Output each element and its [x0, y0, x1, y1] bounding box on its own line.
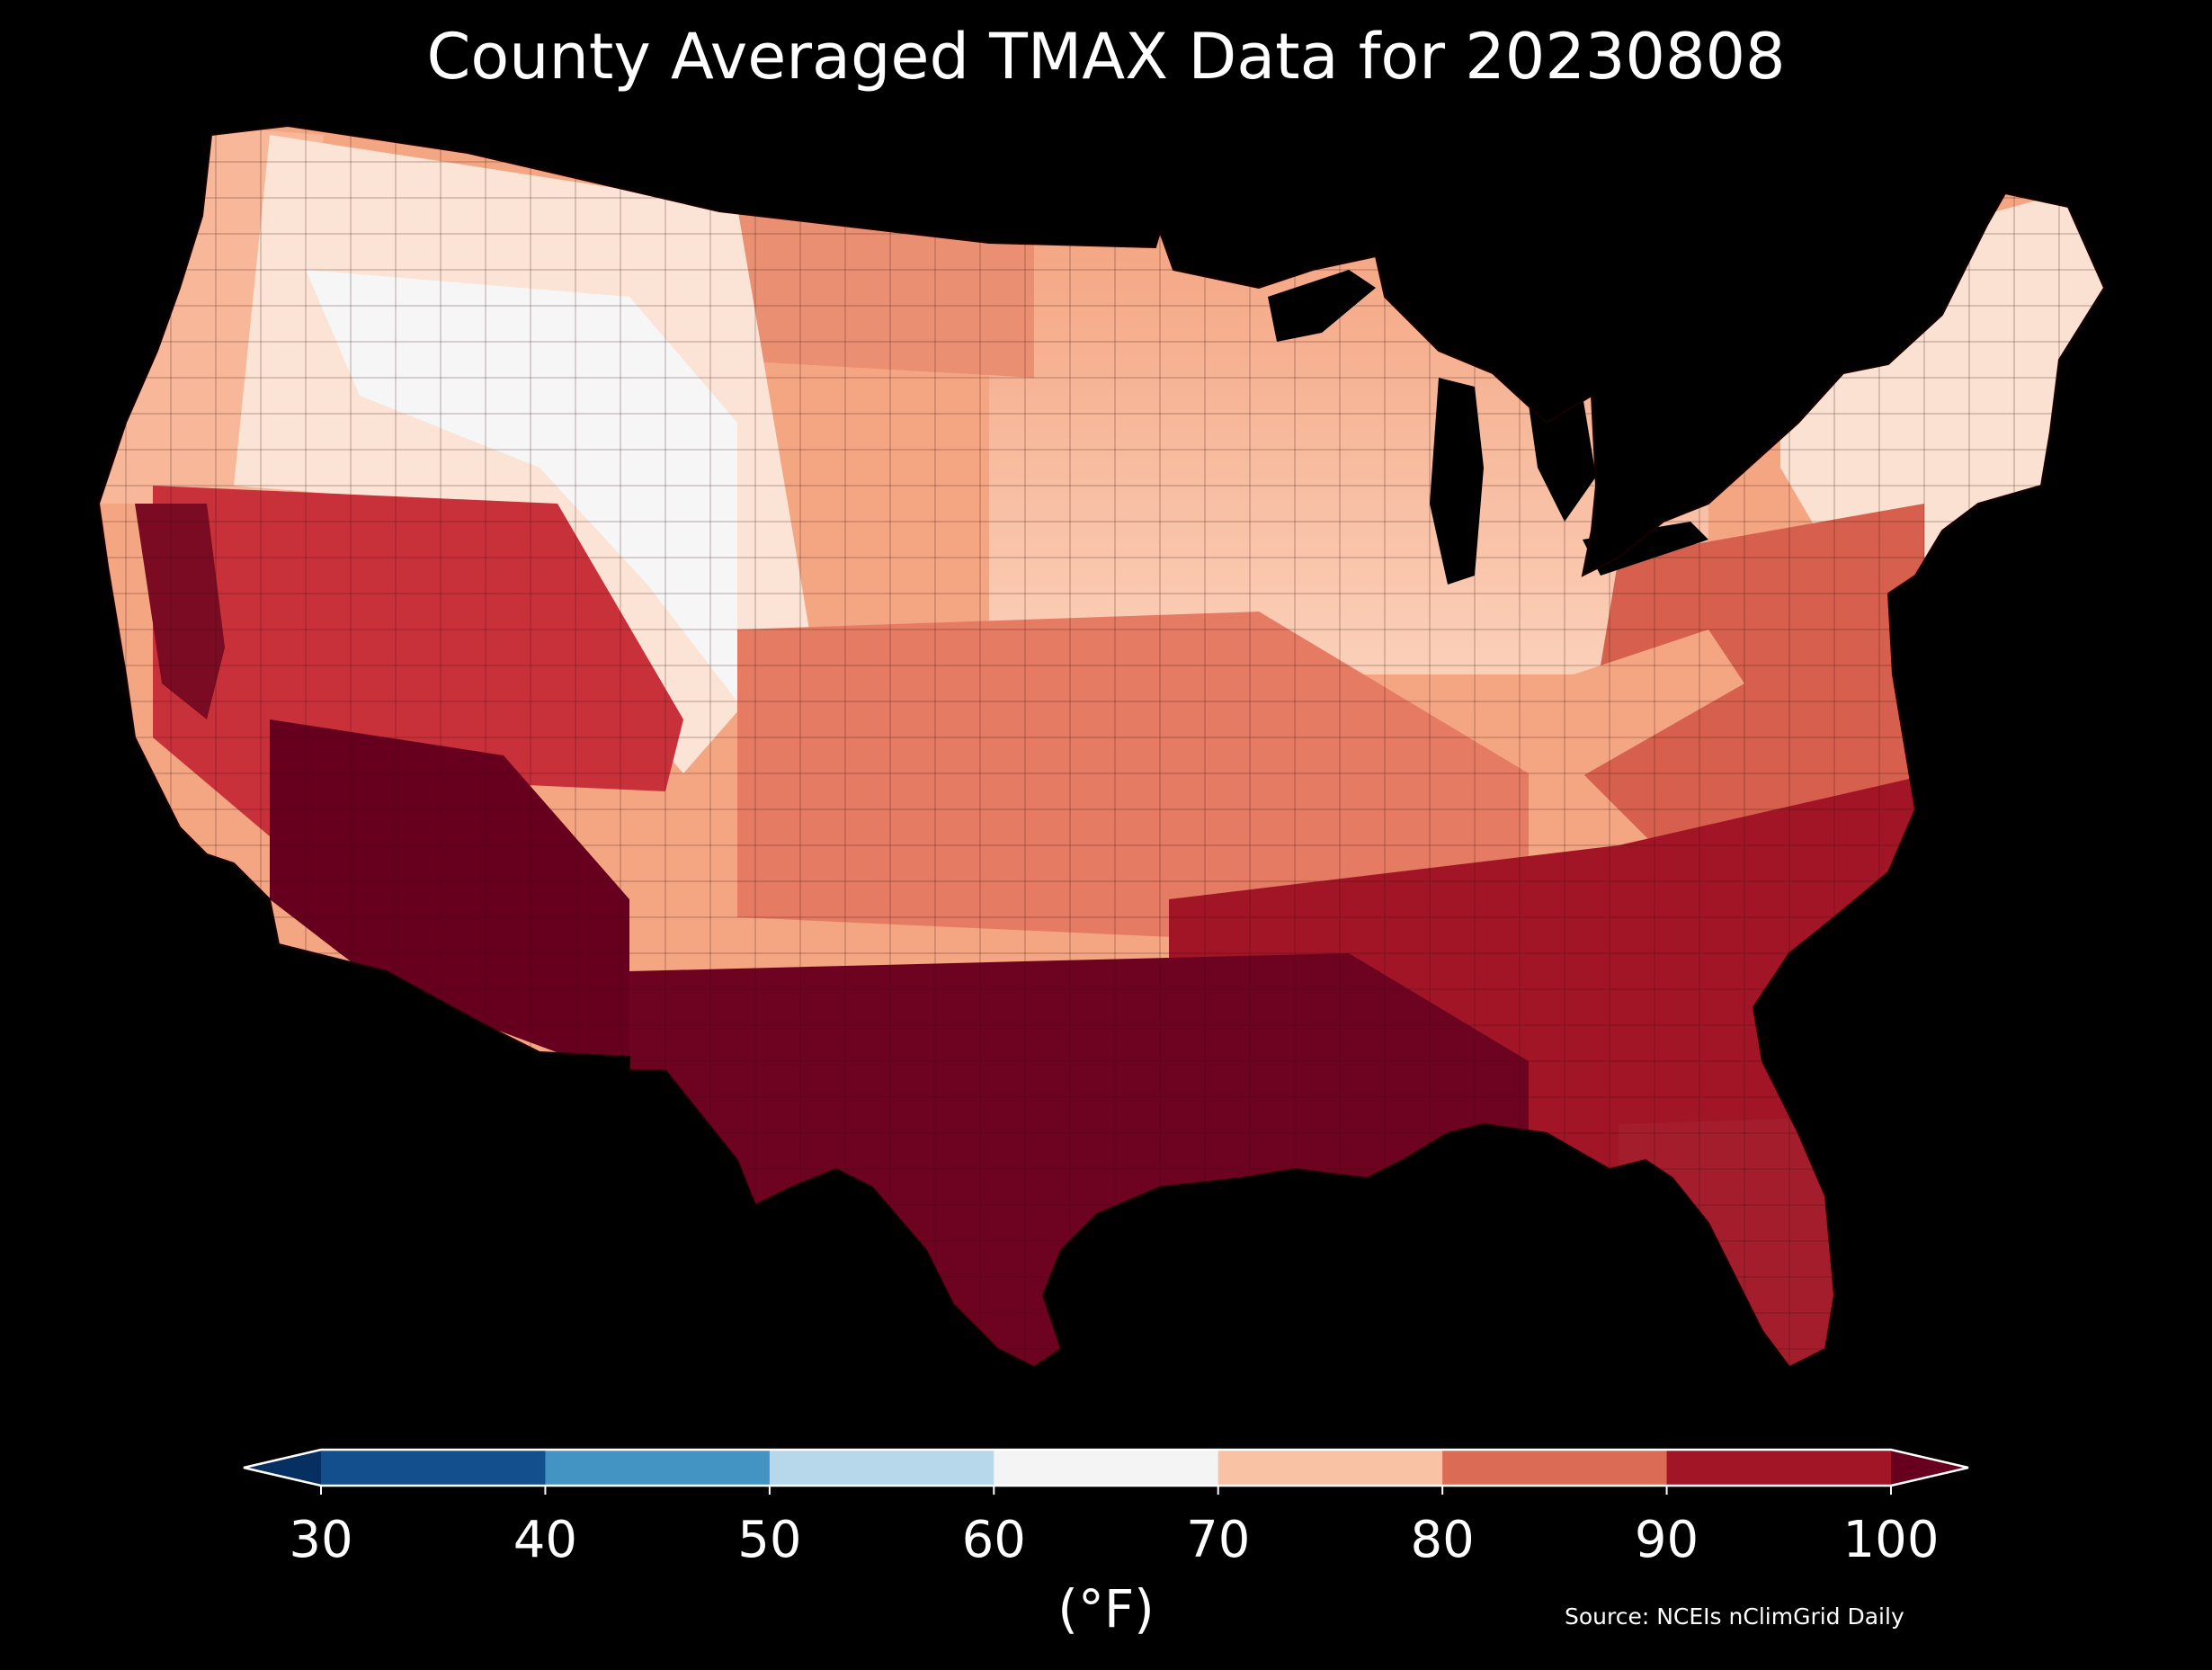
region-northern-plains	[701, 207, 1034, 378]
colorbar-tick-label: 100	[1842, 1511, 1940, 1569]
lake-superior	[1268, 270, 1376, 342]
colorbar-tick-label: 30	[289, 1511, 353, 1569]
colorbar-tick-label: 80	[1410, 1511, 1475, 1569]
colorbar-tick-label: 70	[1186, 1511, 1251, 1569]
lake-huron	[1529, 396, 1596, 522]
region-southern-plains	[629, 953, 1529, 1367]
colorbar-tick-label: 40	[513, 1511, 578, 1569]
region-mid-atlantic	[1583, 504, 1924, 863]
colorbar-tick-label: 50	[737, 1511, 802, 1569]
source-note: Source: NCEIs nClimGrid Daily	[1565, 1603, 1904, 1630]
lake-michigan	[1430, 378, 1484, 585]
map-title: County Averaged TMAX Data for 20230808	[426, 20, 1786, 94]
colorbar-tick-label: 90	[1634, 1511, 1699, 1569]
region-desert-southwest	[270, 719, 629, 1079]
region-central-plains	[737, 612, 1529, 953]
colorbar-tick-label: 60	[961, 1511, 1026, 1569]
region-rockies-white	[306, 270, 737, 701]
lake-erie	[1583, 522, 1708, 576]
colorbar-unit-label: (°F)	[1057, 1578, 1155, 1639]
region-california-valley	[135, 504, 225, 719]
